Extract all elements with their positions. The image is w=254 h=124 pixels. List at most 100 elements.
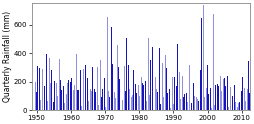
- Bar: [39, 68, 40, 110]
- Bar: [66, 94, 67, 110]
- Bar: [209, 88, 210, 110]
- Bar: [107, 100, 108, 110]
- Bar: [172, 69, 173, 110]
- Bar: [120, 70, 121, 110]
- Bar: [111, 27, 112, 110]
- Bar: [179, 72, 180, 110]
- Bar: [47, 103, 48, 110]
- Bar: [162, 41, 163, 110]
- Bar: [118, 101, 119, 110]
- Bar: [43, 96, 44, 110]
- Bar: [103, 89, 104, 110]
- Bar: [214, 85, 215, 110]
- Bar: [117, 45, 118, 110]
- Bar: [35, 82, 36, 110]
- Bar: [244, 101, 245, 110]
- Bar: [59, 59, 60, 110]
- Bar: [57, 96, 58, 110]
- Bar: [231, 96, 232, 110]
- Bar: [45, 97, 46, 110]
- Bar: [229, 87, 230, 110]
- Bar: [83, 69, 84, 110]
- Bar: [87, 78, 88, 110]
- Bar: [240, 91, 241, 110]
- Bar: [73, 84, 74, 110]
- Bar: [217, 104, 218, 110]
- Bar: [74, 85, 75, 110]
- Bar: [154, 78, 155, 110]
- Bar: [122, 63, 123, 110]
- Bar: [142, 104, 143, 110]
- Bar: [60, 86, 61, 110]
- Bar: [199, 70, 200, 110]
- Bar: [163, 92, 164, 110]
- Bar: [108, 91, 109, 110]
- Bar: [144, 74, 145, 110]
- Bar: [226, 51, 227, 110]
- Bar: [236, 107, 237, 110]
- Bar: [145, 81, 146, 110]
- Bar: [230, 55, 231, 110]
- Bar: [237, 103, 238, 110]
- Bar: [185, 94, 186, 110]
- Bar: [188, 65, 189, 110]
- Bar: [80, 70, 81, 110]
- Bar: [105, 64, 106, 110]
- Bar: [49, 59, 50, 110]
- Bar: [36, 92, 37, 110]
- Bar: [238, 102, 239, 110]
- Bar: [151, 72, 152, 110]
- Bar: [180, 68, 181, 110]
- Bar: [223, 78, 224, 110]
- Bar: [171, 77, 172, 110]
- Bar: [206, 65, 207, 110]
- Bar: [114, 92, 115, 110]
- Bar: [62, 102, 63, 110]
- Bar: [193, 96, 194, 110]
- Bar: [138, 78, 139, 110]
- Bar: [210, 108, 211, 110]
- Bar: [205, 88, 206, 110]
- Bar: [190, 103, 191, 110]
- Bar: [124, 91, 125, 110]
- Bar: [37, 66, 38, 110]
- Bar: [195, 97, 196, 110]
- Bar: [200, 91, 201, 110]
- Bar: [139, 47, 140, 110]
- Bar: [148, 88, 149, 110]
- Bar: [146, 78, 147, 110]
- Bar: [202, 5, 203, 110]
- Bar: [183, 106, 184, 110]
- Bar: [42, 69, 43, 110]
- Bar: [70, 82, 71, 110]
- Bar: [52, 76, 53, 110]
- Bar: [212, 14, 213, 110]
- Bar: [125, 108, 126, 110]
- Bar: [97, 77, 98, 110]
- Bar: [192, 38, 193, 110]
- Bar: [76, 54, 77, 110]
- Bar: [220, 91, 221, 110]
- Bar: [67, 83, 68, 110]
- Bar: [178, 72, 179, 110]
- Bar: [141, 83, 142, 110]
- Bar: [165, 68, 166, 110]
- Bar: [53, 102, 54, 110]
- Bar: [233, 85, 234, 110]
- Bar: [155, 78, 156, 110]
- Bar: [197, 101, 198, 110]
- Bar: [56, 77, 57, 110]
- Bar: [243, 88, 244, 110]
- Bar: [127, 102, 128, 110]
- Bar: [54, 81, 55, 110]
- Y-axis label: Quarterly Rainfall (mm): Quarterly Rainfall (mm): [4, 11, 12, 102]
- Bar: [121, 103, 122, 110]
- Bar: [159, 90, 160, 110]
- Bar: [169, 108, 170, 110]
- Bar: [110, 62, 111, 110]
- Bar: [86, 58, 87, 110]
- Bar: [64, 89, 65, 110]
- Bar: [131, 98, 132, 110]
- Bar: [152, 102, 153, 110]
- Bar: [63, 86, 64, 110]
